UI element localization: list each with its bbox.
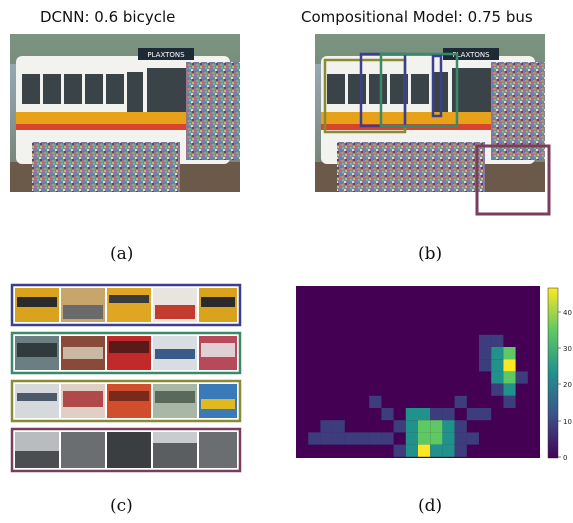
heatmap-cell — [430, 408, 443, 421]
heatmap-cell — [418, 420, 431, 433]
colorbar-tick-30: 30 — [563, 345, 572, 353]
heatmap-cell — [418, 408, 431, 421]
colorbar-tick-0: 0 — [563, 454, 567, 462]
heatmap-cell — [491, 371, 504, 384]
heatmap-cell — [454, 420, 467, 433]
panel-d-caption: (d) — [418, 496, 443, 516]
heatmap-cell — [503, 359, 516, 372]
heatmap-cell — [332, 432, 345, 445]
heatmap-cell — [491, 334, 504, 347]
heatmap-cell — [418, 444, 431, 457]
heatmap-cell — [503, 371, 516, 384]
heatmap-cell — [369, 432, 382, 445]
patch-strip-2 — [10, 331, 242, 375]
heatmap-cell — [479, 359, 492, 372]
heatmap-cell — [381, 432, 394, 445]
heatmap-cell — [418, 432, 431, 445]
heatmap-cell — [430, 444, 443, 457]
panel-a-caption: (a) — [110, 244, 134, 264]
heatmap-cell — [466, 432, 479, 445]
heatmap-cell — [405, 432, 418, 445]
heatmap-cell — [308, 432, 321, 445]
heatmap-cell — [479, 347, 492, 360]
heatmap-cell — [503, 383, 516, 396]
patch-strip-1 — [10, 283, 242, 327]
heatmap-cell — [369, 395, 382, 408]
heatmap-cell — [393, 444, 406, 457]
detection-box-indigo-2 — [431, 54, 443, 118]
heatmap-cell — [454, 395, 467, 408]
heatmap-cell — [503, 395, 516, 408]
panel-c-caption: (c) — [110, 496, 133, 516]
heatmap-cell — [405, 420, 418, 433]
heatmap-cell — [357, 432, 370, 445]
colorbar-tick-40: 40 — [563, 309, 572, 317]
heatmap-cell — [405, 444, 418, 457]
heatmap-cell — [442, 432, 455, 445]
heatmap-cell — [491, 359, 504, 372]
colorbar-ticks: 40 30 20 10 0 — [558, 309, 572, 462]
patch-strip-3 — [10, 379, 242, 423]
panel-c-strips — [10, 283, 242, 475]
heatmap-cell — [442, 420, 455, 433]
heatmap-cell — [430, 420, 443, 433]
bus-sign-b: PLAXTONS — [452, 51, 490, 59]
heatmap-cell — [393, 420, 406, 433]
panel-a-image: PLAXTONS — [10, 34, 240, 192]
detection-box-plum — [475, 144, 551, 216]
heatmap-cell — [503, 347, 516, 360]
heatmap-cell — [344, 432, 357, 445]
heatmap-cell — [466, 408, 479, 421]
heatmap-cell — [479, 408, 492, 421]
panel-a-title: DCNN: 0.6 bicycle — [40, 8, 176, 26]
heatmap-cell — [430, 432, 443, 445]
patch-strip-4 — [10, 427, 242, 473]
heatmap-cell — [479, 334, 492, 347]
panel-b-title: Compositional Model: 0.75 bus — [301, 8, 533, 26]
heatmap-cell — [491, 347, 504, 360]
colorbar-tick-20: 20 — [563, 381, 572, 389]
heatmap-cell — [442, 444, 455, 457]
detection-box-teal — [379, 52, 459, 128]
heatmap-cell — [454, 444, 467, 457]
heatmap-cell — [454, 432, 467, 445]
panel-b-caption: (b) — [418, 244, 443, 264]
heatmap-cell — [405, 408, 418, 421]
heatmap-cell — [332, 420, 345, 433]
panel-b-image: PLAXTONS — [315, 34, 555, 220]
heatmap-cell — [320, 420, 333, 433]
heatmap-cell — [491, 383, 504, 396]
heatmap-cell — [515, 371, 528, 384]
bus-sign-a: PLAXTONS — [147, 51, 185, 59]
colorbar — [547, 287, 559, 459]
panel-d-heatmap: 40 30 20 10 0 — [296, 286, 573, 464]
heatmap-cell — [381, 408, 394, 421]
heatmap-cell — [320, 432, 333, 445]
heatmap-cell — [442, 408, 455, 421]
colorbar-tick-10: 10 — [563, 418, 572, 426]
